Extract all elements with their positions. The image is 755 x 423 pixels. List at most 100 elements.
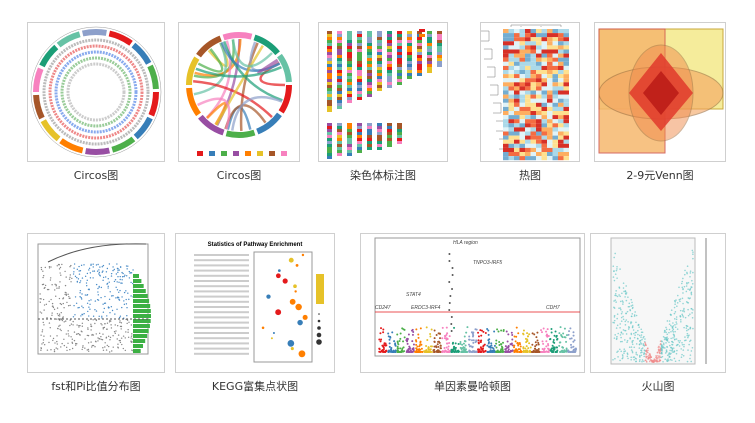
decoration: [536, 111, 542, 116]
decoration: [347, 76, 352, 79]
decoration: [357, 76, 362, 79]
decoration: [130, 335, 133, 337]
decoration: [118, 316, 121, 319]
decoration: [60, 318, 63, 321]
decoration: [86, 272, 89, 275]
decoration: [675, 321, 678, 323]
decoration: [97, 294, 99, 296]
decoration: [691, 312, 693, 314]
decoration: [123, 275, 125, 278]
decoration: [690, 308, 693, 310]
decoration: [337, 100, 342, 103]
decoration: [357, 82, 362, 85]
decoration: [541, 57, 547, 62]
decoration: [525, 139, 531, 144]
decoration: [435, 334, 438, 337]
decoration: [96, 270, 99, 272]
decoration: [117, 343, 119, 345]
thumbnail[interactable]: [27, 233, 165, 373]
decoration: [194, 269, 249, 272]
decoration: [116, 267, 119, 270]
decoration: [451, 342, 454, 345]
decoration: [547, 61, 553, 66]
decoration: [526, 340, 529, 343]
decoration: [403, 350, 406, 353]
decoration: [92, 266, 94, 268]
decoration: [414, 350, 417, 353]
decoration: [536, 131, 542, 136]
decoration: [78, 324, 80, 327]
thumbnail[interactable]: HLA region TNPO3-IRF5 STAT4 CD247 ERDC3-IRF4…: [360, 233, 585, 373]
decoration: [510, 24, 562, 27]
decoration: [459, 341, 462, 344]
decoration: [541, 147, 547, 152]
gene-label: ERDC3-IRF4: [411, 305, 441, 311]
decoration: [367, 52, 372, 55]
decoration: [616, 351, 618, 353]
decoration: [67, 342, 69, 344]
decoration: [482, 350, 485, 353]
decoration: [194, 337, 249, 340]
decoration: [514, 102, 520, 107]
decoration: [633, 315, 636, 317]
thumbnail[interactable]: Statistics of Pathway Enrichment: [175, 233, 335, 373]
thumbnail[interactable]: [590, 233, 726, 373]
decoration: [451, 274, 454, 276]
decoration: [552, 102, 558, 107]
thumbnail[interactable]: [178, 22, 300, 162]
decoration: [527, 347, 530, 350]
thumbnail[interactable]: [27, 22, 165, 162]
decoration: [616, 268, 618, 270]
decoration: [630, 346, 633, 348]
thumbnail[interactable]: [318, 22, 448, 162]
decoration: [536, 90, 542, 95]
decoration: [503, 82, 509, 87]
decoration: [665, 350, 668, 352]
decoration: [671, 351, 674, 353]
decoration: [541, 115, 547, 120]
decoration: [625, 292, 628, 294]
decoration: [549, 338, 552, 341]
decoration: [685, 339, 687, 341]
thumbnail[interactable]: [594, 22, 726, 162]
decoration: [86, 279, 88, 282]
gene-label: TNPO3-IRF5: [473, 260, 502, 266]
decoration: [131, 282, 134, 285]
decoration: [107, 277, 109, 280]
decoration: [104, 346, 106, 348]
caption: 火山图: [641, 380, 675, 393]
decoration: [46, 349, 49, 351]
decoration: [660, 356, 663, 359]
decoration: [564, 336, 567, 339]
decoration: [115, 273, 118, 275]
decoration: [133, 274, 139, 278]
decoration: [620, 316, 623, 319]
decoration: [48, 44, 144, 140]
decoration: [477, 342, 480, 345]
decoration: [95, 333, 97, 335]
decoration: [327, 91, 332, 94]
decoration: [59, 328, 61, 331]
decoration: [547, 350, 550, 353]
decoration: [288, 257, 294, 263]
decoration: [635, 343, 638, 345]
decoration: [102, 279, 104, 282]
decoration: [664, 347, 666, 349]
decoration: [347, 31, 352, 34]
decoration: [378, 350, 381, 353]
decoration: [668, 352, 671, 354]
decoration: [65, 346, 68, 349]
decoration: [367, 73, 372, 76]
decoration: [640, 349, 642, 352]
decoration: [117, 269, 119, 271]
decoration: [643, 71, 679, 115]
thumbnail[interactable]: [480, 22, 580, 162]
decoration: [443, 337, 446, 340]
decoration: [194, 254, 249, 256]
decoration: [50, 266, 52, 268]
decoration: [48, 267, 51, 269]
decoration: [554, 330, 557, 333]
decoration: [471, 335, 474, 338]
decoration: [541, 119, 547, 124]
decoration: [97, 263, 99, 266]
